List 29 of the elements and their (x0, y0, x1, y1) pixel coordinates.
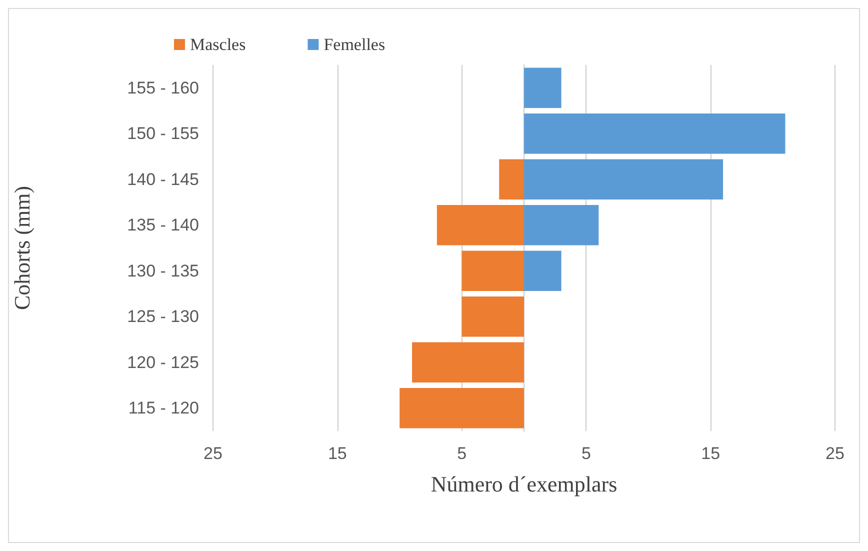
y-tick-label: 130 - 135 (127, 261, 199, 280)
bar (524, 113, 786, 154)
x-axis-title: Número d´exemplars (430, 472, 618, 496)
bar (436, 204, 524, 246)
bar (400, 388, 524, 428)
y-tick-label: 115 - 120 (128, 398, 199, 418)
y-tick-label: 155 - 160 (127, 78, 199, 98)
bar (524, 250, 562, 292)
y-tick-label: 125 - 130 (127, 307, 199, 326)
bar (499, 159, 524, 200)
y-tick-label: 120 - 125 (127, 352, 199, 372)
bar (524, 204, 599, 246)
legend-label: Femelles (324, 35, 386, 54)
x-tick-label: 5 (457, 444, 467, 463)
bar (524, 68, 562, 108)
y-tick-label: 150 - 155 (127, 124, 199, 144)
y-tick-label: 140 - 145 (127, 170, 199, 189)
bar (524, 159, 724, 200)
bar (462, 250, 524, 292)
y-axis-title: Cohorts (mm) (10, 186, 34, 310)
x-tick-label: 5 (581, 444, 591, 463)
x-tick-label: 25 (204, 444, 222, 463)
y-tick-label: 135 - 140 (127, 216, 199, 235)
legend-label: Mascles (190, 35, 246, 54)
x-tick-label: 25 (826, 444, 844, 463)
bar (462, 296, 524, 337)
x-tick-label: 15 (701, 444, 720, 463)
x-tick-label: 15 (328, 444, 347, 463)
bar (412, 342, 524, 383)
